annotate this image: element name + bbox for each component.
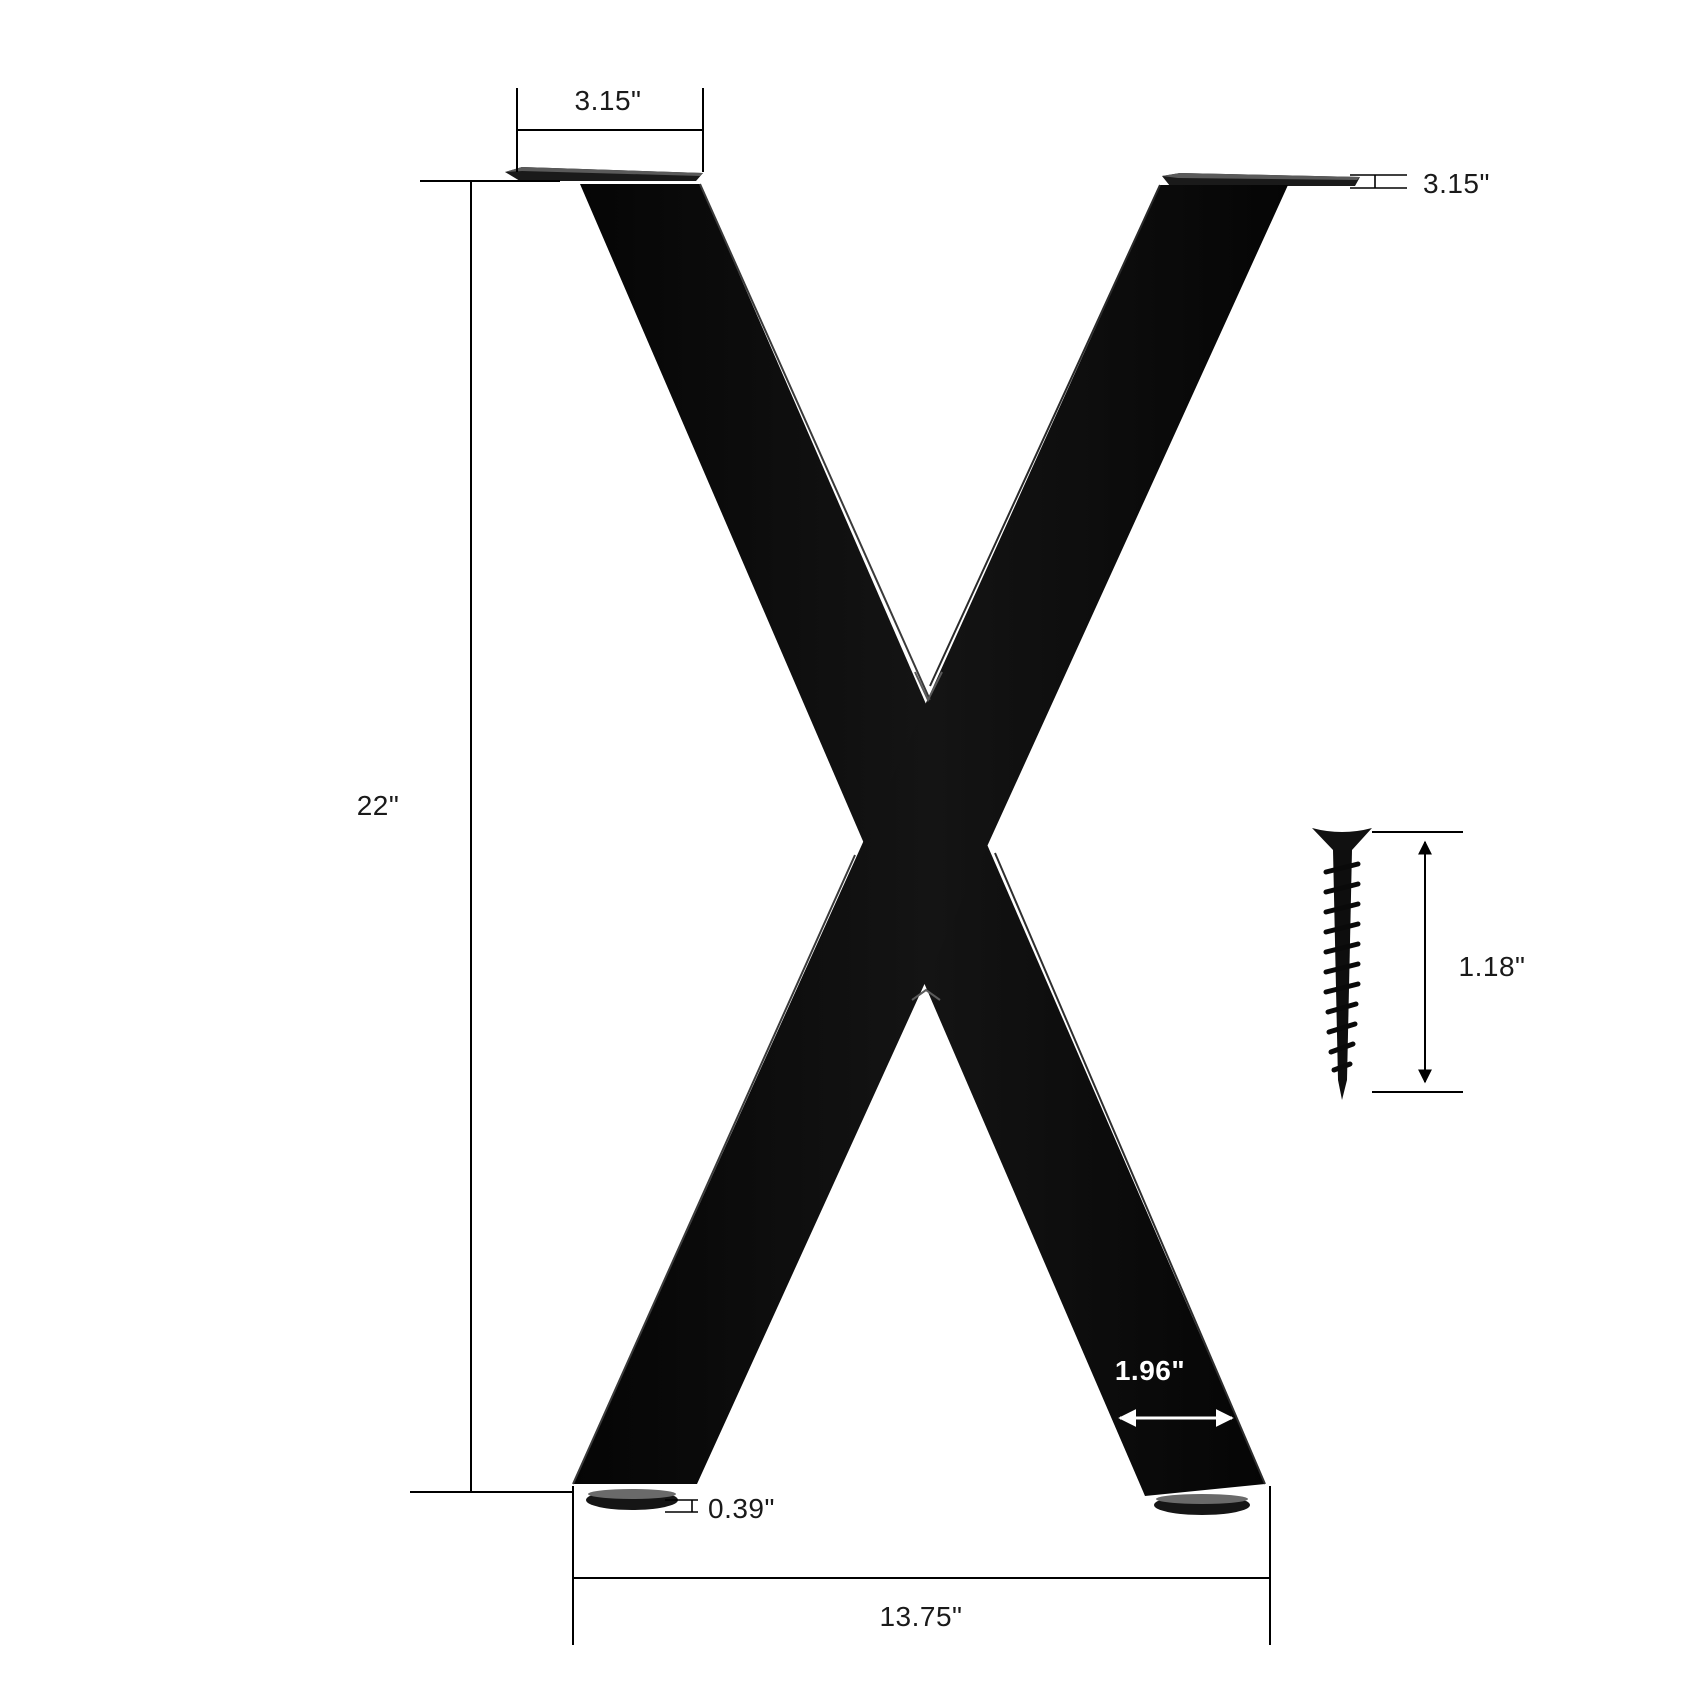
right-foot-pad <box>1154 1494 1250 1515</box>
left-foot-pad <box>586 1489 678 1510</box>
dimension-base-width <box>572 1486 1271 1645</box>
label-foot-height: 0.39" <box>708 1493 775 1524</box>
dimension-foot-height <box>665 1499 698 1513</box>
dimension-plate-width <box>516 88 704 172</box>
label-base-width: 13.75" <box>879 1601 962 1632</box>
leg-tube-ascending <box>573 185 1288 1484</box>
dimension-plate-thickness <box>1350 174 1407 189</box>
label-plate-thickness: 3.15" <box>1423 168 1490 199</box>
label-plate-width: 3.15" <box>575 85 642 116</box>
dimension-screw-length <box>1372 831 1463 1093</box>
wood-screw-icon <box>1312 828 1372 1100</box>
label-height: 22" <box>357 790 400 821</box>
x-frame-leg-icon <box>505 167 1360 1515</box>
label-tube-width: 1.96" <box>1115 1355 1185 1386</box>
label-screw-length: 1.18" <box>1459 951 1526 982</box>
dimension-height <box>410 180 572 1493</box>
